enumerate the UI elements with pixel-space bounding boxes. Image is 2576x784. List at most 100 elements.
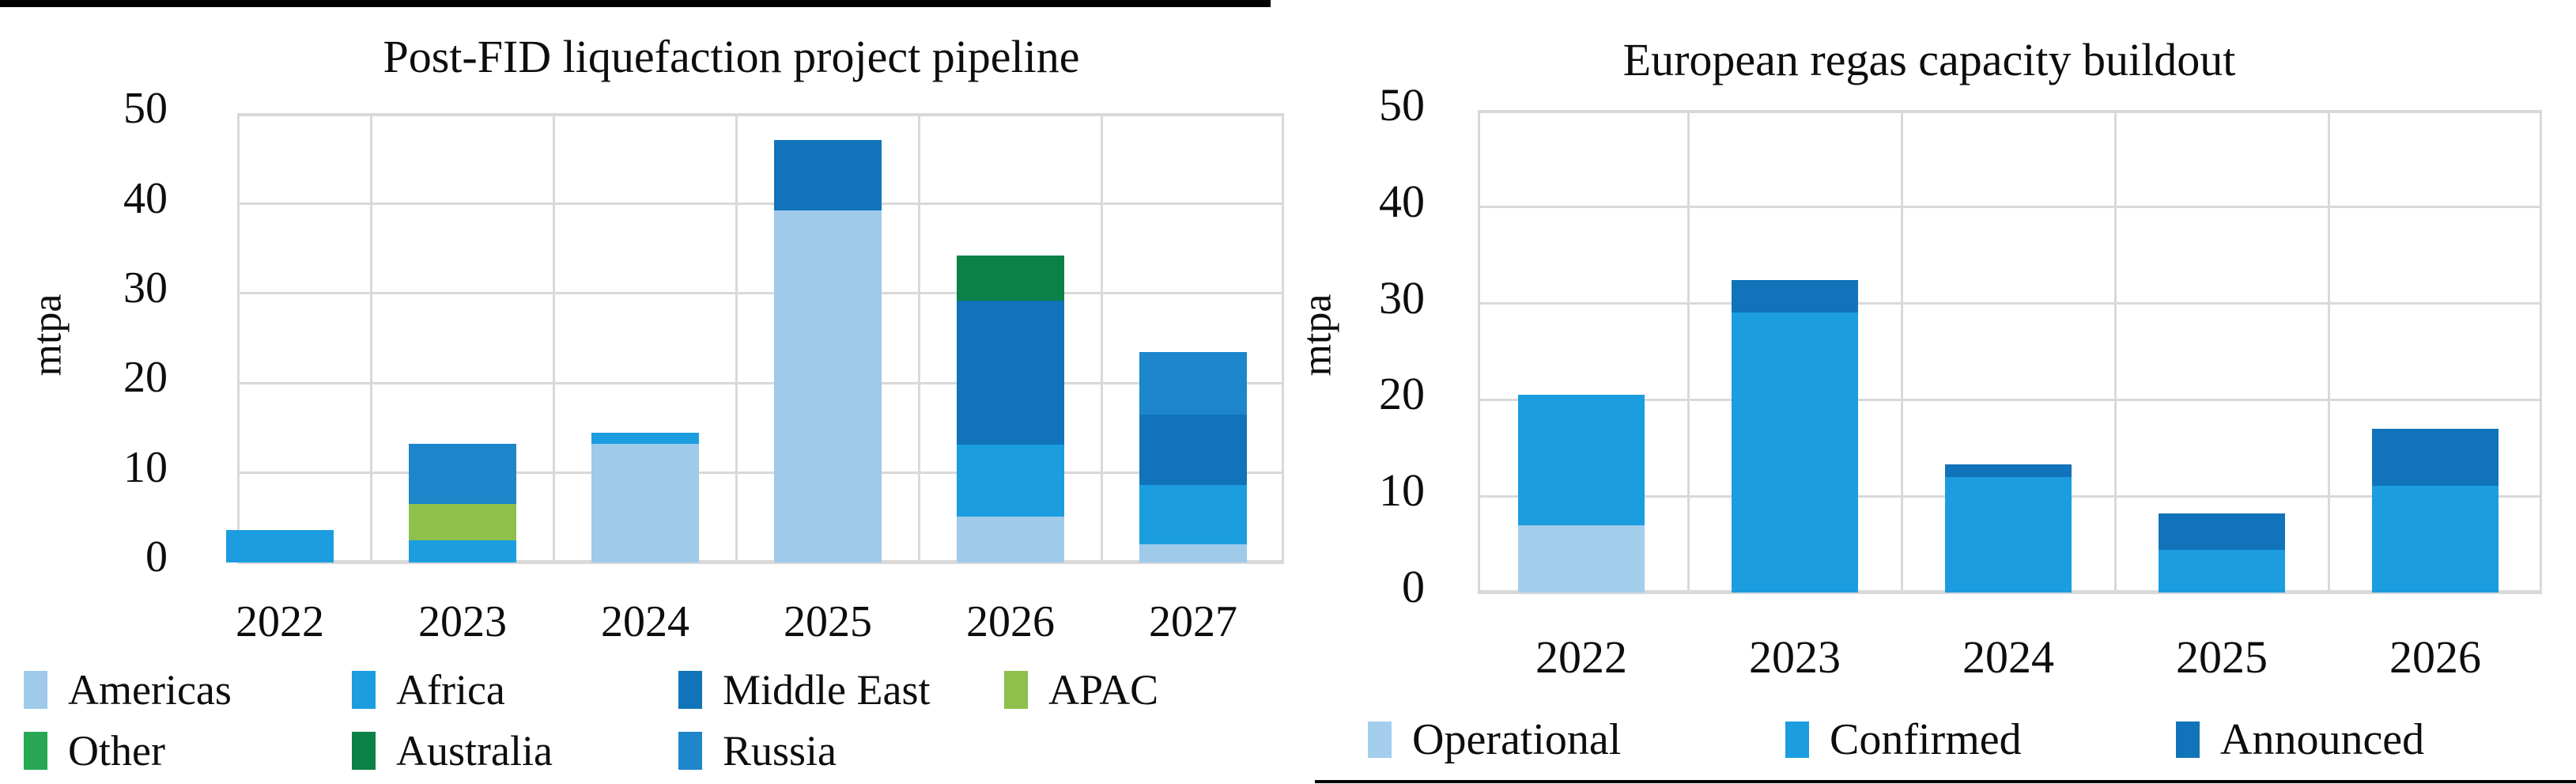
x-axis-label-2023: 2023	[418, 597, 507, 646]
x-axis-label-2025: 2025	[2176, 631, 2268, 683]
bar-segment-2027-africa	[1139, 485, 1247, 545]
y-tick-label: 40	[1379, 175, 1425, 227]
gridline-y-20	[237, 381, 1284, 384]
gridline-y-40	[1478, 206, 2542, 209]
gridline-x	[2327, 111, 2330, 593]
x-axis-label-2025: 2025	[784, 597, 872, 646]
bar-segment-2025-americas	[774, 210, 882, 562]
gridline-x	[735, 114, 738, 562]
y-tick-label: 50	[1379, 79, 1425, 131]
bar-segment-2022-africa	[226, 530, 334, 562]
bar-segment-2027-americas	[1139, 544, 1247, 562]
gridline-y-20	[1478, 398, 2542, 401]
x-axis-label-2022: 2022	[1535, 631, 1627, 683]
legend-item-americas: Americas	[24, 666, 232, 714]
legend-label: APAC	[1048, 666, 1159, 714]
x-axis-label-2024: 2024	[601, 597, 689, 646]
bar-segment-2026-middle-east	[957, 300, 1064, 445]
x-axis-label-2023: 2023	[1749, 631, 1841, 683]
legend-label: Confirmed	[1830, 715, 2022, 764]
plot-border	[237, 114, 1284, 564]
bar-segment-2023-africa	[409, 540, 516, 562]
top-border-line	[0, 0, 1271, 7]
gridline-x	[2113, 111, 2117, 593]
x-axis-label-2027: 2027	[1149, 597, 1237, 646]
legend-label: Australia	[396, 727, 553, 775]
x-axis-label-2024: 2024	[1962, 631, 2054, 683]
bar-segment-2027-middle-east	[1139, 414, 1247, 486]
bar-segment-2024-africa	[591, 432, 699, 445]
legend-swatch-confirmed	[1785, 722, 1809, 758]
legend-swatch-apac	[1004, 671, 1028, 709]
legend-item-announced: Announced	[2176, 716, 2424, 763]
legend-swatch-middle-east	[678, 671, 702, 709]
bottom-border-line	[1315, 780, 2576, 783]
y-tick-label: 30	[123, 263, 168, 313]
bar-segment-2026-announced	[2372, 428, 2499, 486]
x-axis-label-2026: 2026	[2389, 631, 2481, 683]
bar-segment-2023-russia	[409, 444, 516, 505]
gridline-y-40	[237, 202, 1284, 205]
legend-label: Russia	[723, 727, 837, 775]
bar-segment-2023-announced	[1732, 280, 1858, 312]
bar-segment-2024-confirmed	[1945, 476, 2072, 593]
bar-segment-2026-africa	[957, 445, 1064, 517]
bar-segment-2025-announced	[2159, 513, 2285, 551]
y-tick-label: 0	[1402, 561, 1425, 613]
bar-segment-2023-confirmed	[1732, 312, 1858, 593]
gridline-x	[918, 114, 920, 562]
gridline-y-30	[1478, 302, 2542, 305]
x-axis-label-2026: 2026	[966, 597, 1055, 646]
bar-segment-2024-americas	[591, 444, 699, 562]
legend-swatch-russia	[678, 732, 702, 770]
gridline-x	[1900, 111, 1903, 593]
gridline-y-30	[237, 292, 1284, 295]
bar-segment-2027-russia	[1139, 351, 1247, 415]
gridline-x	[1686, 111, 1690, 593]
y-tick-label: 50	[123, 84, 168, 134]
gridline-y-10	[237, 472, 1284, 475]
legend-swatch-other	[24, 732, 47, 770]
legend-item-middle-east: Middle East	[678, 666, 930, 714]
legend-item-apac: APAC	[1004, 666, 1158, 714]
legend-item-other: Other	[24, 727, 165, 775]
bar-segment-2022-confirmed	[1518, 395, 1645, 525]
y-tick-label: 40	[123, 173, 168, 223]
x-axis-label-2022: 2022	[236, 597, 324, 646]
legend-swatch-australia	[352, 732, 376, 770]
legend-item-russia: Russia	[678, 727, 837, 775]
bar-segment-2026-americas	[957, 517, 1064, 562]
gridline-x	[370, 114, 372, 562]
bar-segment-2025-confirmed	[2159, 550, 2285, 593]
legend-label: Africa	[396, 666, 505, 714]
bar-segment-2025-middle-east	[774, 139, 882, 211]
chart-title: Post-FID liquefaction project pipeline	[383, 31, 1080, 82]
chart-title: European regas capacity buildout	[1622, 34, 2236, 85]
bar-segment-2022-operational	[1518, 525, 1645, 593]
legend-swatch-africa	[352, 671, 376, 709]
y-tick-label: 20	[1379, 368, 1425, 420]
legend-item-operational: Operational	[1368, 716, 1621, 763]
bar-segment-2023-apac	[409, 504, 516, 540]
bar-segment-2024-announced	[1945, 464, 2072, 477]
y-tick-label: 20	[123, 353, 168, 403]
bar-segment-2026-confirmed	[2372, 485, 2499, 593]
bar-segment-2026-australia	[957, 256, 1064, 301]
y-tick-label: 30	[1379, 271, 1425, 324]
legend-item-australia: Australia	[352, 727, 553, 775]
gridline-x	[1101, 114, 1103, 562]
y-tick-label: 0	[145, 532, 168, 582]
legend-label: Other	[68, 727, 165, 775]
legend-item-confirmed: Confirmed	[1785, 716, 2022, 763]
legend-swatch-operational	[1368, 722, 1392, 758]
y-tick-label: 10	[123, 442, 168, 492]
legend-label: Middle East	[723, 666, 931, 714]
gridline-x	[553, 114, 555, 562]
legend-swatch-americas	[24, 671, 47, 709]
legend-label: Operational	[1412, 715, 1622, 764]
legend-item-africa: Africa	[352, 666, 505, 714]
y-tick-label: 10	[1379, 464, 1425, 517]
legend-label: Americas	[68, 666, 232, 714]
legend-label: Announced	[2220, 715, 2425, 764]
